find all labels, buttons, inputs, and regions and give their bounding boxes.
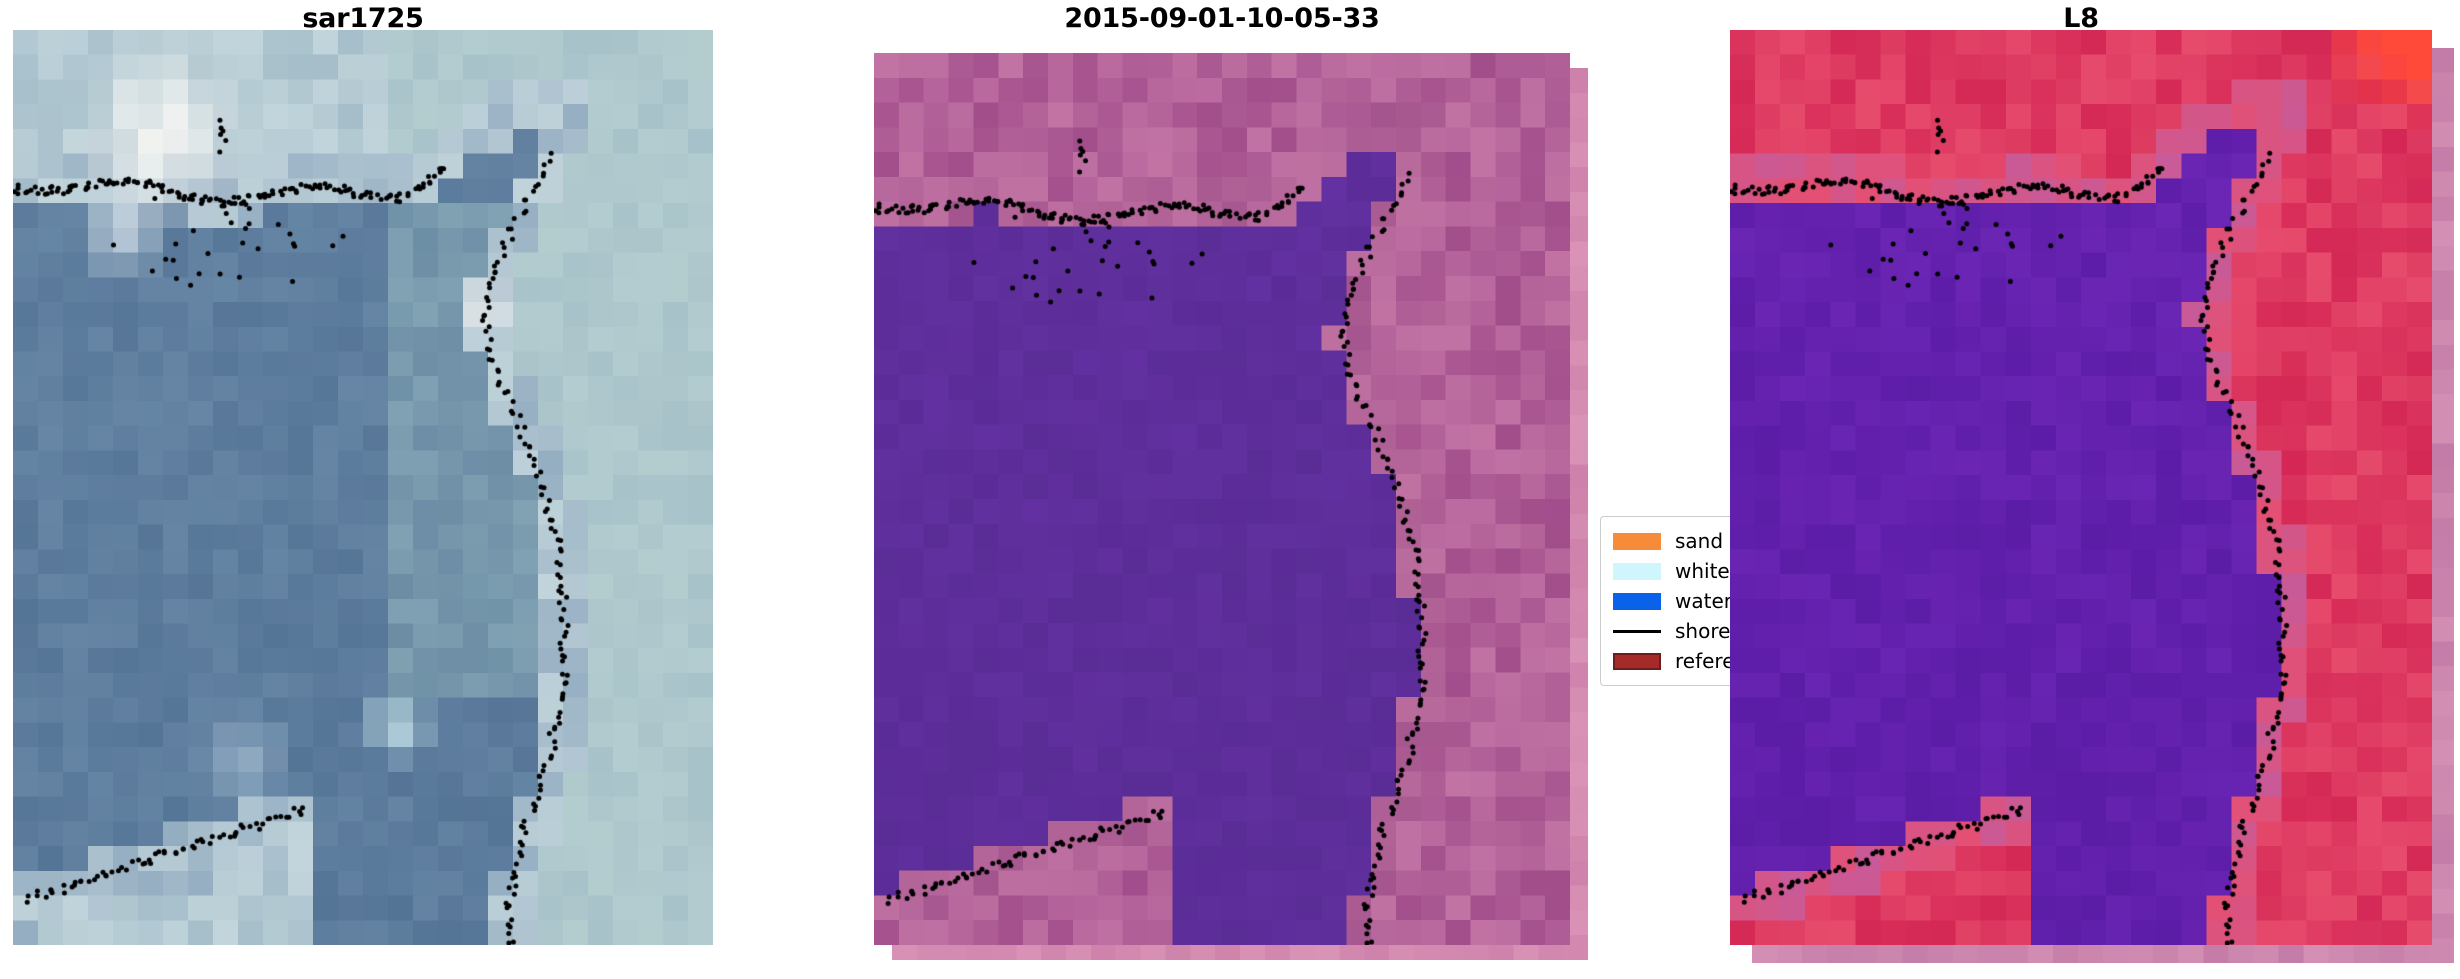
- shoreline-overlay-classified: [874, 53, 1570, 945]
- legend-swatch-whitewater: [1613, 562, 1661, 580]
- legend-swatch-sand: [1613, 532, 1661, 550]
- image-panel-l8[interactable]: [1730, 30, 2432, 945]
- image-panel-classified[interactable]: [874, 53, 1570, 945]
- legend-label-whitewater: whitew: [1675, 559, 1747, 583]
- shoreline-overlay-l8: [1730, 30, 2432, 945]
- legend-label-reference: referen: [1675, 649, 1748, 673]
- panel-title-sar: sar1725: [302, 3, 424, 34]
- legend-label-water: water: [1675, 589, 1732, 613]
- legend-swatch-water: [1613, 592, 1661, 610]
- legend-item-sand: sand: [1613, 526, 1785, 556]
- legend-line-shoreline: [1613, 623, 1661, 640]
- legend-item-whitewater: whitew: [1613, 556, 1785, 586]
- legend-item-water: water: [1613, 586, 1785, 616]
- legend-item-reference: referen: [1613, 646, 1785, 676]
- legend-swatch-reference: [1613, 652, 1661, 670]
- legend-label-shoreline: shoreli: [1675, 619, 1742, 643]
- legend-label-sand: sand: [1675, 529, 1724, 553]
- image-panel-sar1725[interactable]: [13, 30, 713, 945]
- shoreline-overlay-sar: [13, 30, 713, 945]
- panel-title-l8: L8: [2063, 3, 2099, 34]
- legend-item-shoreline: shoreli: [1613, 616, 1785, 646]
- panel-title-classified: 2015-09-01-10-05-33: [1064, 3, 1380, 34]
